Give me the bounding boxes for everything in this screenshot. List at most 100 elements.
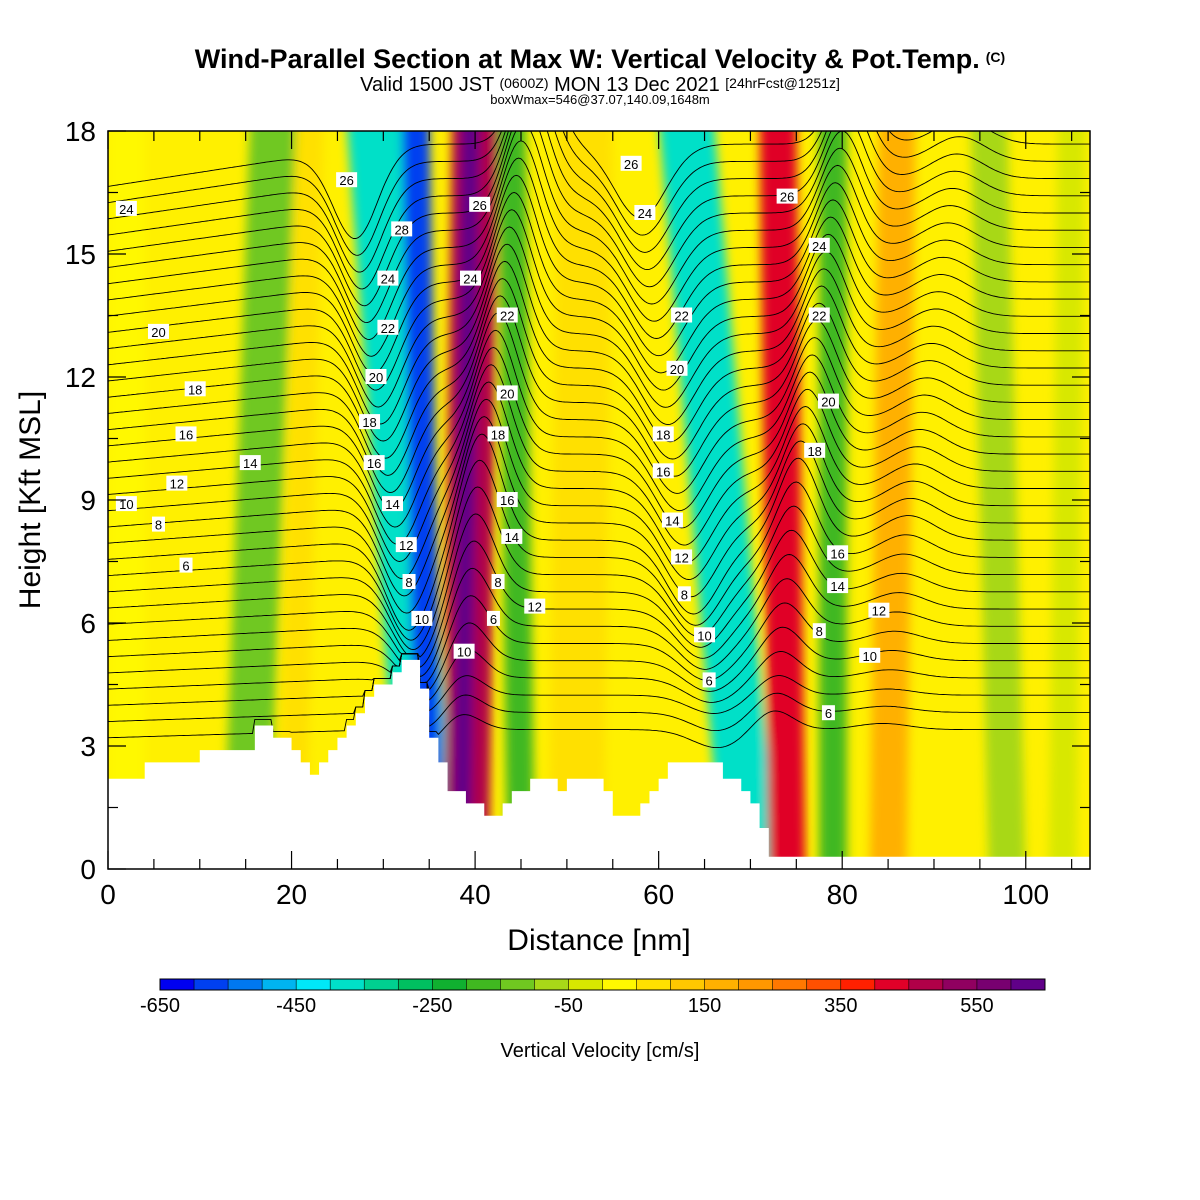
x-tick-label: 40 — [460, 879, 491, 910]
theta-contour — [108, 174, 1090, 374]
theta-label-text: 16 — [367, 456, 381, 471]
theta-label: 6 — [702, 672, 716, 688]
theta-label-bg — [469, 196, 491, 212]
y-tick-label: 6 — [80, 608, 96, 639]
theta-label-bg — [808, 307, 830, 323]
valid-time-c: MON 13 Dec 2021 — [554, 74, 720, 96]
chart-title-text: Wind-Parallel Section at Max W: Vertical… — [194, 44, 980, 74]
colorbar-swatch — [398, 979, 433, 990]
theta-label-bg — [671, 549, 693, 565]
theta-label: 12 — [166, 475, 188, 492]
theta-label-bg — [184, 381, 206, 397]
colorbar-swatch — [1010, 979, 1046, 990]
theta-label-text: 8 — [816, 624, 823, 639]
theta-contour — [108, 486, 1090, 651]
theta-label-bg — [402, 574, 416, 589]
theta-label: 10 — [694, 627, 716, 643]
colorbar-swatch — [432, 979, 467, 990]
theta-contour — [108, 653, 1090, 732]
theta-label-bg — [175, 426, 197, 442]
theta-label: 10 — [411, 610, 433, 627]
theta-label-text: 14 — [505, 530, 519, 545]
theta-label-text: 22 — [812, 309, 826, 324]
valid-time-b: (0600Z) — [499, 75, 549, 91]
y-tick-label: 3 — [80, 731, 96, 762]
theta-label-text: 24 — [812, 239, 826, 254]
theta-contour — [108, 131, 1090, 324]
theta-label: 24 — [115, 200, 137, 217]
colorbar-swatch — [228, 979, 263, 990]
theta-label: 22 — [377, 319, 399, 336]
theta-label: 8 — [151, 516, 165, 533]
theta-label-text: 20 — [151, 325, 165, 340]
theta-label-bg — [496, 492, 518, 507]
chart-title: Wind-Parallel Section at Max W: Vertical… — [0, 44, 1200, 75]
theta-label-text: 18 — [656, 427, 670, 442]
theta-label-bg — [486, 610, 500, 626]
theta-label-text: 12 — [872, 604, 886, 619]
theta-label-text: 8 — [681, 587, 688, 602]
colorbar-tick-label: 350 — [824, 995, 857, 1017]
theta-label: 12 — [395, 537, 417, 553]
colorbar-swatch — [874, 979, 910, 990]
theta-label: 24 — [377, 270, 399, 287]
velocity-band — [223, 131, 296, 869]
theta-label-bg — [671, 307, 693, 323]
theta-label: 10 — [859, 647, 881, 664]
theta-label: 22 — [671, 307, 693, 324]
theta-label-text: 20 — [369, 370, 383, 385]
theta-label: 12 — [524, 598, 546, 615]
colorbar-swatch — [840, 979, 876, 990]
colorbar-swatch — [568, 979, 603, 990]
valid-time-d: [24hrFcst@1251z] — [725, 75, 840, 91]
theta-label-bg — [827, 545, 849, 561]
theta-label-text: 14 — [385, 497, 399, 512]
velocity-band — [548, 131, 613, 869]
theta-contour — [108, 513, 1090, 658]
theta-label-bg — [395, 537, 417, 553]
theta-label-text: 22 — [500, 309, 514, 324]
theta-contour — [108, 192, 1090, 391]
colorbar-swatch — [500, 979, 535, 990]
y-tick-label: 12 — [65, 362, 96, 393]
theta-contour — [108, 595, 1090, 683]
theta-label: 20 — [666, 360, 688, 377]
theta-label-bg — [702, 672, 716, 688]
theta-label-bg — [151, 516, 165, 532]
theta-contours — [108, 131, 1090, 749]
theta-label-bg — [827, 578, 849, 594]
theta-label-bg — [524, 598, 546, 614]
theta-label-bg — [391, 221, 413, 237]
theta-label-text: 10 — [697, 628, 711, 643]
theta-label-bg — [453, 643, 475, 659]
theta-label-bg — [694, 627, 716, 643]
velocity-band — [869, 131, 916, 869]
theta-label-bg — [239, 455, 261, 471]
theta-label: 18 — [652, 426, 674, 442]
theta-label: 8 — [491, 574, 505, 590]
x-tick-label: 20 — [276, 879, 307, 910]
theta-contour — [108, 649, 1090, 703]
theta-label-bg — [166, 475, 188, 491]
theta-contour — [108, 653, 1090, 749]
colorbar-swatch — [908, 979, 944, 990]
theta-label: 16 — [496, 492, 518, 508]
theta-contour — [108, 131, 1090, 239]
theta-label: 26 — [776, 188, 798, 205]
theta-contour — [108, 312, 1090, 511]
theta-label-bg — [817, 393, 839, 409]
theta-label-text: 20 — [500, 386, 514, 401]
theta-contour — [108, 540, 1090, 668]
theta-label-text: 24 — [119, 202, 133, 217]
theta-label: 24 — [634, 205, 656, 221]
theta-label-bg — [808, 237, 830, 253]
theta-label: 10 — [115, 496, 137, 512]
theta-label: 12 — [868, 602, 890, 619]
theta-contour — [108, 329, 1090, 528]
theta-contour — [108, 295, 1090, 494]
colorbar-swatch — [806, 979, 842, 990]
theta-label-bg — [804, 442, 826, 458]
theta-label-bg — [363, 455, 385, 471]
theta-label-text: 10 — [119, 497, 133, 512]
